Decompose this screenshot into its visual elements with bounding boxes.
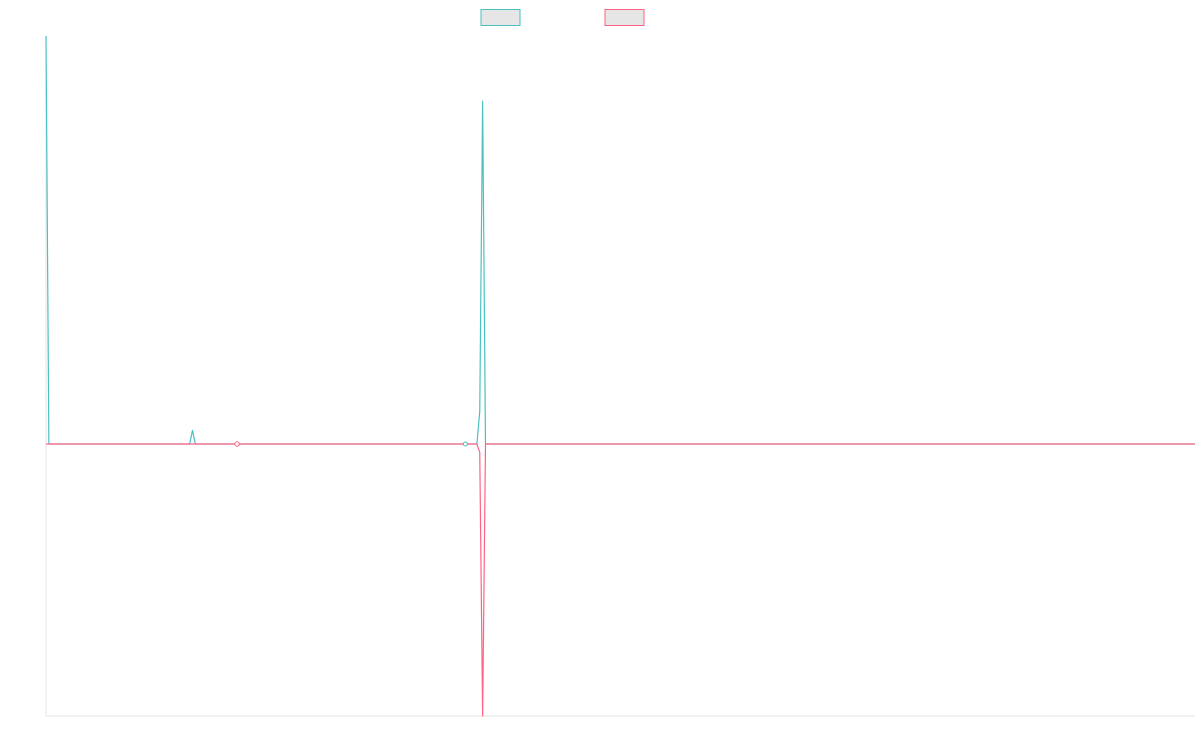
- series-2-point-marker: [234, 441, 240, 447]
- series-layer: [45, 35, 1195, 717]
- legend-swatch-2[interactable]: [604, 9, 645, 26]
- legend: [480, 9, 645, 26]
- series-1-point-marker: [462, 441, 468, 447]
- series-line-2: [46, 443, 1195, 717]
- series-line-1: [45, 35, 1195, 445]
- axes: [45, 36, 1195, 717]
- legend-swatch-1[interactable]: [480, 9, 521, 26]
